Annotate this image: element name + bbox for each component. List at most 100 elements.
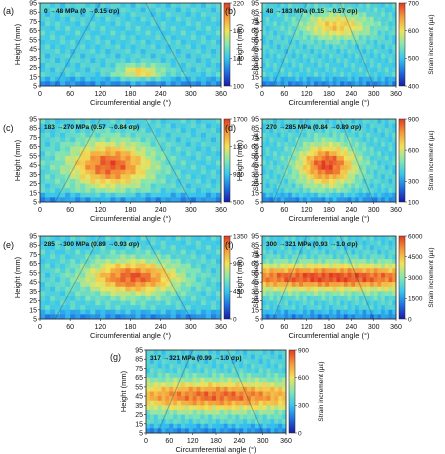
heatmap-cell [160, 35, 167, 41]
heatmap-cell [75, 249, 81, 255]
heatmap-cell [205, 188, 212, 194]
heatmap-cell [251, 359, 256, 365]
heatmap-cell [392, 240, 397, 246]
heatmap-cell [180, 44, 187, 50]
heatmap-cell [180, 21, 187, 27]
heatmap-cell [355, 268, 360, 274]
heatmap-cell [195, 16, 202, 22]
heatmap-cell [336, 268, 341, 274]
heatmap-cell [284, 314, 289, 320]
heatmap-cell [321, 137, 326, 143]
heatmap-cell [347, 309, 352, 315]
heatmap-cell [135, 49, 141, 55]
heatmap-cell [388, 263, 393, 269]
heatmap-cell [306, 295, 311, 301]
heatmap-cell [190, 151, 197, 157]
heatmap-cell [388, 178, 393, 184]
heatmap-cell [160, 72, 167, 78]
heatmap-cell [381, 291, 386, 297]
heatmap-cell [219, 405, 225, 411]
heatmap-cell [200, 174, 207, 180]
heatmap-cell [155, 286, 162, 292]
heatmap-cell [332, 123, 337, 129]
heatmap-cell [146, 354, 151, 360]
heatmap-cell [351, 35, 356, 41]
heatmap-cell [150, 76, 157, 82]
heatmap-cell [329, 192, 334, 198]
heatmap-cell [157, 419, 162, 425]
heatmap-cell [195, 132, 202, 138]
heatmap-cell [321, 314, 326, 320]
heatmap-cell [317, 53, 322, 59]
heatmap-cell [190, 12, 197, 18]
heatmap-cell [384, 192, 389, 198]
heatmap-cell [366, 291, 371, 297]
heatmap-cell [150, 58, 157, 64]
heatmap-cell [130, 236, 136, 242]
colorbar-tick-label: 900 [233, 172, 244, 179]
heatmap-cell [247, 391, 252, 397]
heatmap-cell [115, 192, 121, 198]
heatmap-cell [291, 44, 296, 50]
stress-annotation: 285 →300 MPa (0.89 →0.93 σp) [44, 241, 139, 248]
heatmap-cell [45, 58, 51, 64]
heatmap-cell [70, 178, 76, 184]
heatmap-cell [291, 192, 296, 198]
heatmap-cell [384, 53, 389, 59]
heatmap-cell [165, 62, 172, 68]
heatmap-cell [336, 183, 341, 189]
heatmap-cell [302, 72, 308, 78]
heatmap-cell [369, 240, 375, 246]
heatmap-cell [181, 377, 186, 383]
heatmap-cell [155, 146, 162, 152]
heatmap-cell [392, 178, 397, 184]
heatmap-cell [110, 155, 116, 161]
heatmap-cell [215, 146, 222, 152]
heatmap-cell [347, 282, 352, 288]
y-tick-label: 85 [251, 10, 259, 17]
heatmap-cell [150, 132, 157, 138]
heatmap-cell [190, 26, 197, 32]
heatmap-cell [130, 272, 136, 278]
heatmap-cell [165, 359, 170, 365]
heatmap-cell [247, 386, 252, 392]
heatmap-cell [100, 192, 106, 198]
heatmap-cell [75, 277, 81, 283]
heatmap-cell [392, 21, 397, 27]
heatmap-cell [175, 183, 182, 189]
heatmap-cell [329, 72, 334, 78]
heatmap-cell [262, 72, 267, 78]
heatmap-cell [153, 350, 159, 356]
heatmap-cell [115, 305, 121, 311]
heatmap-cell [299, 62, 304, 68]
heatmap-cell [115, 67, 121, 73]
heatmap-cell [347, 236, 352, 242]
heatmap-cell [358, 3, 363, 9]
heatmap-cell [321, 282, 326, 288]
heatmap-cell [321, 132, 326, 138]
heatmap-cell [140, 286, 146, 292]
heatmap-cell [302, 26, 308, 32]
y-tick-label: 45 [29, 280, 37, 287]
heatmap-cell [140, 26, 146, 32]
heatmap-cell [362, 263, 367, 269]
heatmap-cell [306, 26, 311, 32]
heatmap-cell [195, 151, 202, 157]
heatmap-cell [185, 39, 192, 45]
heatmap-cell [130, 174, 136, 180]
heatmap-cell [205, 146, 212, 152]
heatmap-cell [251, 350, 256, 356]
heatmap-cell [276, 128, 282, 134]
heatmap-cell [314, 305, 319, 311]
heatmap-cell [310, 142, 315, 148]
heatmap-cell [75, 183, 81, 189]
heatmap-cell [373, 16, 378, 22]
heatmap-cell [325, 169, 330, 175]
heatmap-cell [160, 178, 167, 184]
heatmap-cell [381, 123, 386, 129]
heatmap-cell [299, 58, 304, 64]
heatmap-cell [265, 291, 270, 297]
heatmap-cell [276, 245, 282, 251]
heatmap-cell [302, 30, 308, 36]
heatmap-cell [205, 16, 212, 22]
